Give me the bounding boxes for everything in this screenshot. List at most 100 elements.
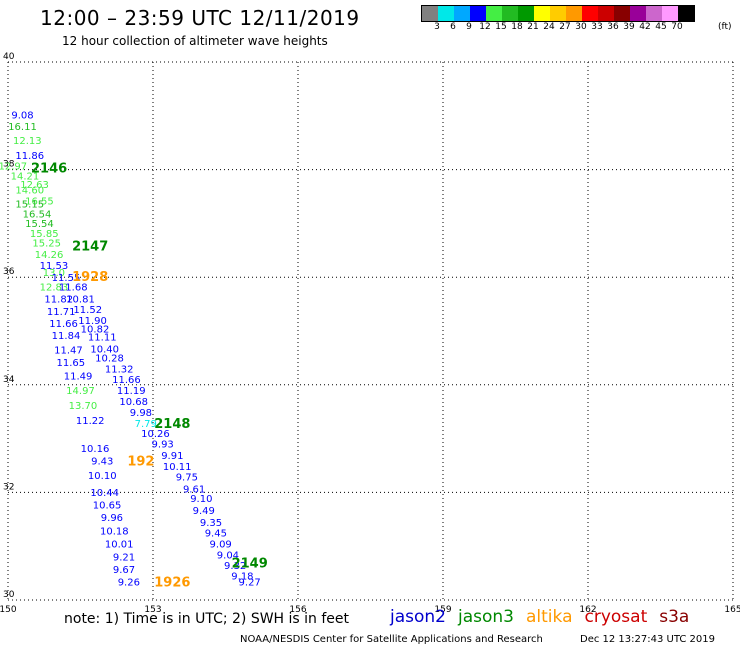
y-tick-label: 30	[3, 590, 15, 600]
wave-height-point: 11.82	[44, 294, 73, 305]
wave-height-point: 14.21	[11, 171, 40, 182]
wave-height-point: 9.96	[101, 513, 123, 524]
wave-height-point: 10.81	[66, 294, 95, 305]
wave-height-point: 11.90	[78, 316, 107, 327]
wave-height-point: 10.28	[95, 354, 124, 365]
color-swatch	[454, 6, 470, 21]
pass-number-label: 2147	[72, 239, 108, 254]
footer-credit: NOAA/NESDIS Center for Satellite Applica…	[240, 634, 543, 645]
chart-pass-labels: 2146 2147 1928 2148 192 2149 1926	[31, 161, 268, 590]
wave-height-point: 15.25	[32, 239, 61, 250]
legend-item-jason2: jason2	[390, 607, 446, 627]
wave-height-point: 9.43	[91, 456, 113, 467]
color-swatch	[582, 6, 598, 21]
wave-height-point: 12.83	[40, 283, 69, 294]
color-scale-unit: (ft)	[718, 22, 732, 32]
color-swatch	[614, 6, 630, 21]
wave-height-point: 10.65	[93, 501, 122, 512]
color-scale-label: 12	[479, 22, 491, 32]
x-tick-label: 159	[434, 605, 451, 615]
wave-height-point: 9.32	[224, 561, 246, 572]
wave-height-point: 11.84	[52, 331, 81, 342]
wave-height-point: 12.13	[13, 136, 42, 147]
wave-height-point: 9.27	[239, 577, 261, 588]
legend-item-cryosat: cryosat	[584, 607, 648, 627]
color-swatch	[534, 6, 550, 21]
color-swatch	[566, 6, 582, 21]
wave-height-point: 9.10	[190, 494, 212, 505]
page-subtitle: 12 hour collection of altimeter wave hei…	[62, 34, 328, 48]
color-scale-label: 15	[495, 22, 507, 32]
chart-axes: 150 153 156 159 162 165 30 32 34 36 38 40	[0, 52, 740, 615]
wave-height-point: 11.47	[54, 346, 83, 357]
wave-height-point: 9.93	[152, 440, 174, 451]
wave-height-point: 9.61	[183, 484, 205, 495]
wave-height-point: 10.44	[90, 488, 119, 499]
chart-points: 9.0816.1112.1311.8612.9714.2112.6314.601…	[0, 110, 261, 588]
wave-height-point: 9.35	[200, 518, 222, 529]
color-scale-label: 30	[575, 22, 587, 32]
color-scale-label: 39	[623, 22, 635, 32]
color-scale-label: 3	[434, 22, 440, 32]
wave-height-point: 9.26	[118, 577, 140, 588]
pass-number-label: 2149	[232, 557, 268, 572]
wave-height-point: 9.91	[161, 451, 183, 462]
wave-height-point: 9.49	[193, 506, 215, 517]
wave-height-point: 12.97	[0, 162, 27, 173]
wave-height-point: 14.97	[66, 386, 95, 397]
wave-height-point: 11.66	[112, 375, 141, 386]
wave-height-point: 11.22	[76, 416, 105, 427]
color-swatch	[518, 6, 534, 21]
wave-height-point: 15.85	[30, 229, 59, 240]
color-swatch	[438, 6, 454, 21]
wave-height-point: 16.55	[25, 197, 54, 208]
wave-height-point: 10.01	[105, 539, 134, 550]
wave-height-point: 11.86	[15, 151, 44, 162]
color-scale-label: 45	[655, 22, 667, 32]
chart-grid	[7, 61, 734, 601]
y-tick-label: 40	[3, 52, 15, 62]
color-swatch	[630, 6, 646, 21]
wave-height-point: 9.18	[231, 572, 253, 583]
color-swatch	[550, 6, 566, 21]
wave-height-point: 9.08	[11, 110, 33, 121]
wave-height-point: 16.54	[23, 209, 52, 220]
legend-item-s3a: s3a	[659, 607, 690, 627]
color-scale-label: 6	[450, 22, 456, 32]
wave-height-point: 11.32	[105, 364, 134, 375]
y-tick-label: 34	[3, 375, 15, 385]
color-scale-bar	[421, 5, 695, 22]
wave-height-point: 15.54	[25, 219, 54, 230]
color-scale-label: 36	[607, 22, 619, 32]
wave-height-point: 10.10	[88, 471, 117, 482]
color-swatch	[470, 6, 486, 21]
color-scale-label: 24	[543, 22, 555, 32]
x-tick-label: 156	[289, 605, 306, 615]
wave-height-point: 11.55	[52, 273, 81, 284]
wave-height-point: 11.19	[117, 386, 146, 397]
pass-number-label: 2148	[154, 417, 190, 432]
wave-height-point: 9.04	[217, 551, 239, 562]
wave-height-point: 9.09	[210, 539, 232, 550]
x-tick-label: 153	[144, 605, 161, 615]
wave-height-point: 9.21	[113, 553, 135, 564]
page-title: 12:00 – 23:59 UTC 12/11/2019	[40, 6, 360, 30]
wave-height-point: 11.53	[40, 261, 69, 272]
footer-note: note: 1) Time is in UTC; 2) SWH is in fe…	[64, 611, 350, 627]
wave-height-point: 10.68	[119, 397, 148, 408]
pass-number-label: 1926	[154, 576, 190, 591]
wave-height-point: 11.66	[49, 319, 78, 330]
wave-height-point: 15.15	[15, 199, 44, 210]
color-swatch	[662, 6, 678, 21]
wave-height-point: 11.49	[64, 371, 93, 382]
pass-number-label: 192	[127, 455, 154, 470]
color-swatch	[598, 6, 614, 21]
wave-height-point: 10.16	[81, 444, 110, 455]
footer-timestamp: Dec 12 13:27:43 UTC 2019	[580, 634, 715, 645]
wave-height-point: 10.40	[90, 345, 119, 356]
color-swatch	[646, 6, 662, 21]
legend-item-altika: altika	[526, 607, 573, 627]
wave-height-point: 9.98	[130, 408, 152, 419]
legend-item-jason3: jason3	[458, 607, 514, 627]
